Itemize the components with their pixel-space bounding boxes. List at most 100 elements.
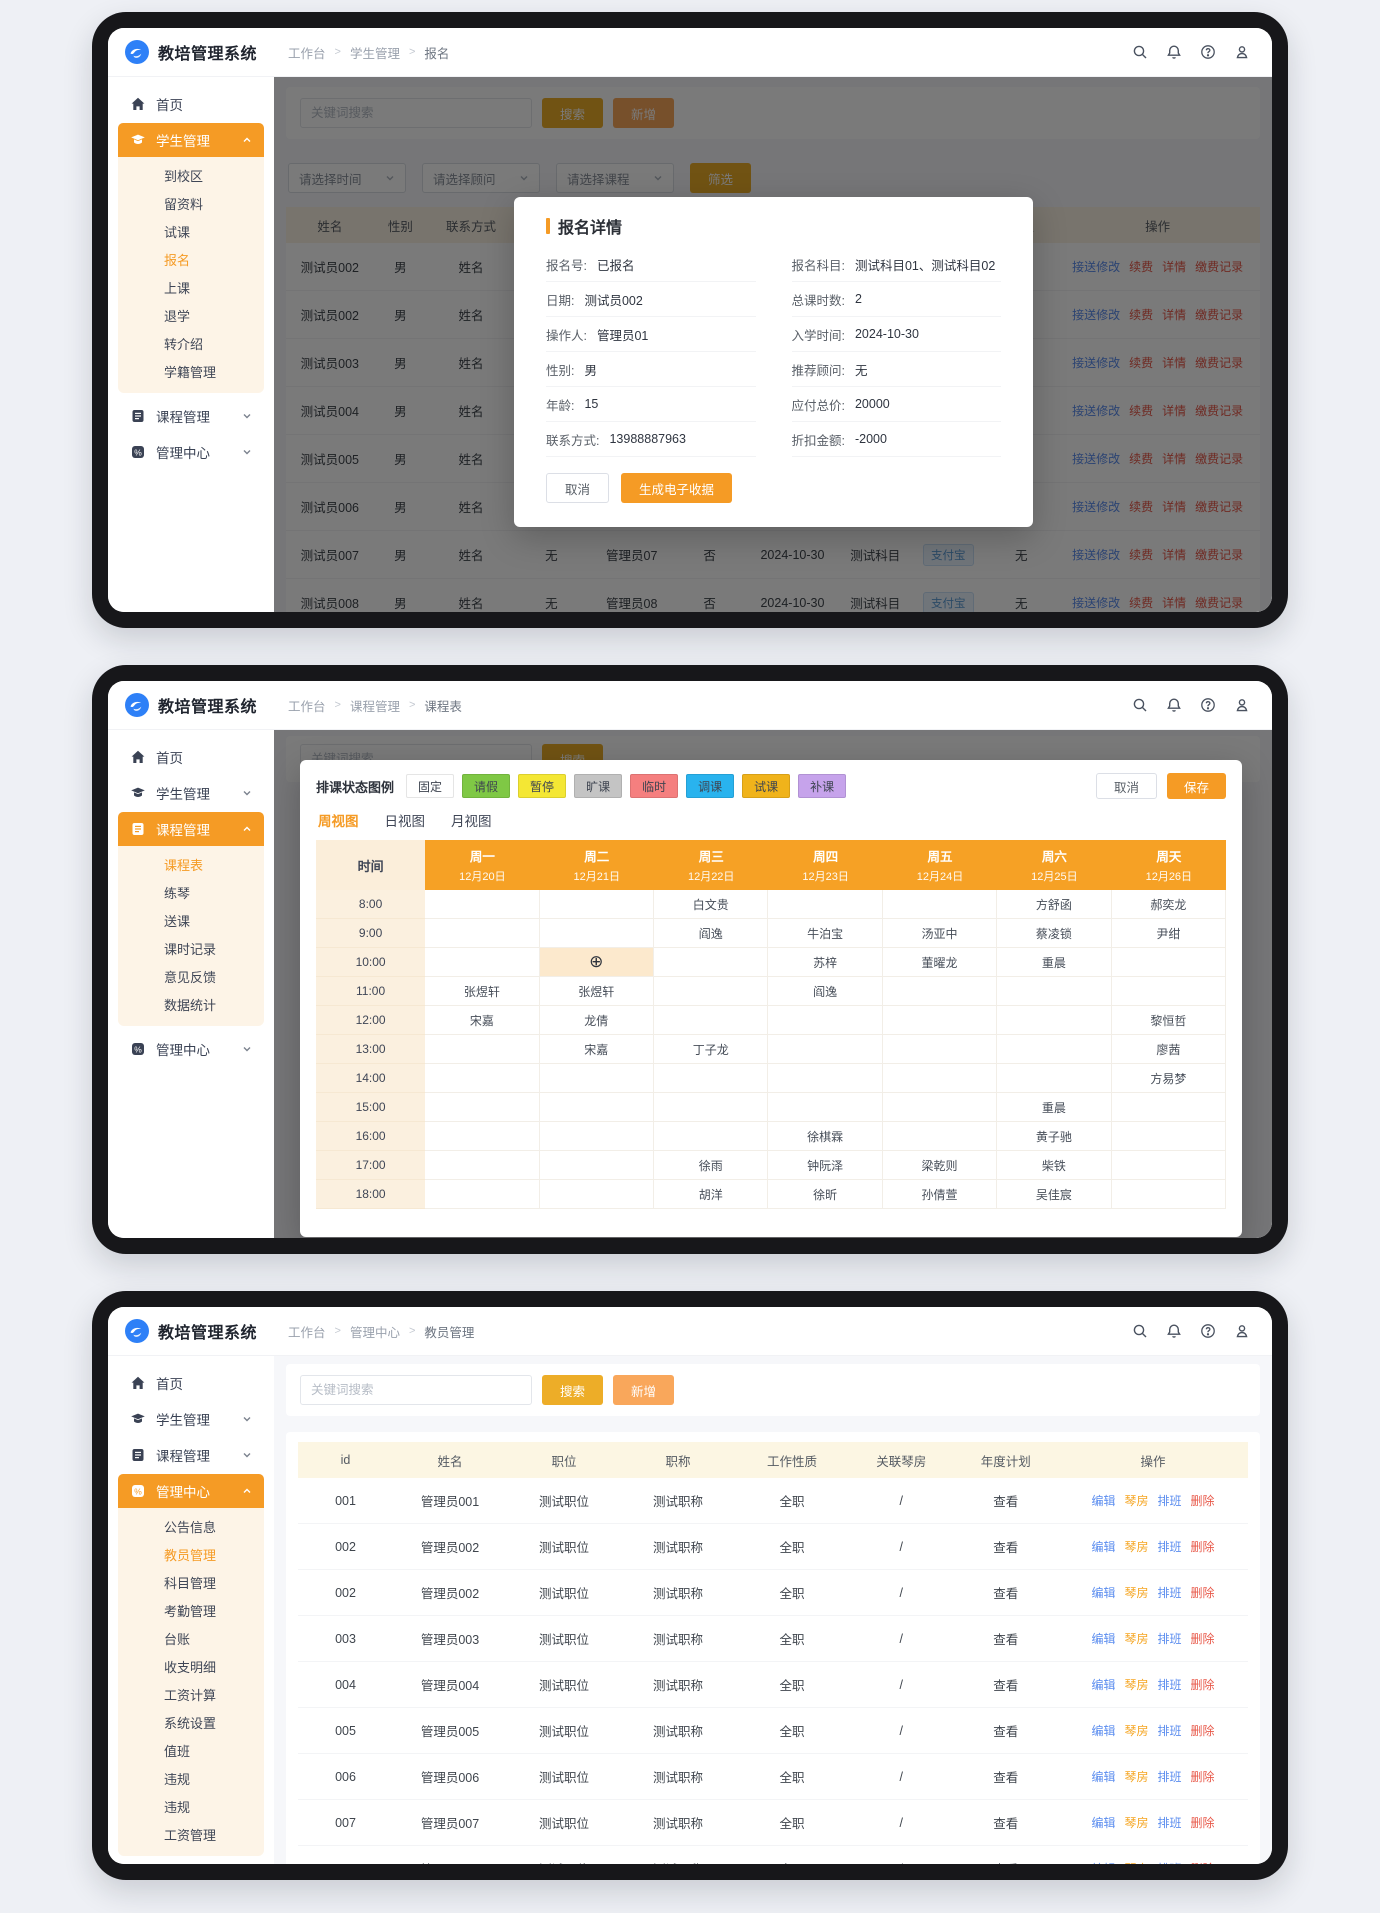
breadcrumb-item[interactable]: 管理中心: [349, 1325, 400, 1340]
schedule-cell[interactable]: [425, 948, 540, 977]
action-piano-room[interactable]: 琴房: [1124, 1632, 1149, 1646]
action-edit[interactable]: 编辑: [1091, 1586, 1116, 1600]
action-piano-room[interactable]: 琴房: [1124, 1860, 1148, 1864]
schedule-cell[interactable]: [882, 890, 998, 919]
cell-plan-link[interactable]: 查看: [993, 1541, 1019, 1555]
schedule-cell[interactable]: [425, 1035, 540, 1064]
schedule-cell[interactable]: [1111, 977, 1227, 1006]
action-shift[interactable]: 排班: [1157, 1770, 1182, 1784]
schedule-cell[interactable]: [425, 890, 540, 919]
help-icon[interactable]: [1200, 44, 1216, 60]
sidebar-subitem[interactable]: 课程表: [164, 858, 204, 873]
schedule-cell[interactable]: [654, 1093, 769, 1122]
sidebar-item-course[interactable]: 课程管理: [118, 399, 264, 433]
legend-chip[interactable]: 调课: [686, 774, 735, 798]
schedule-cell[interactable]: 徐雨: [654, 1151, 769, 1180]
action-shift[interactable]: 排班: [1157, 1632, 1182, 1646]
action-piano-room[interactable]: 琴房: [1124, 1678, 1149, 1692]
sidebar-subitem[interactable]: 意见反馈: [164, 970, 217, 985]
schedule-cell[interactable]: 丁子龙: [654, 1035, 769, 1064]
schedule-cell[interactable]: [654, 977, 769, 1006]
schedule-cell[interactable]: 吴佳宸: [997, 1180, 1112, 1209]
sidebar-subitem[interactable]: 工资计算: [164, 1688, 217, 1703]
schedule-cell[interactable]: 黎恒哲: [1111, 1006, 1227, 1035]
schedule-cell[interactable]: 阎逸: [654, 919, 769, 948]
action-edit[interactable]: 编辑: [1091, 1770, 1116, 1784]
user-icon[interactable]: [1234, 44, 1250, 60]
action-shift[interactable]: 排班: [1157, 1724, 1182, 1738]
schedule-cell[interactable]: 苏梓: [768, 948, 883, 977]
action-delete[interactable]: 删除: [1190, 1540, 1215, 1554]
action-delete[interactable]: 删除: [1190, 1586, 1215, 1600]
sidebar-item-course[interactable]: 课程管理: [118, 1438, 264, 1472]
sidebar-subitem[interactable]: 台账: [164, 1632, 191, 1647]
schedule-cell[interactable]: [882, 1122, 998, 1151]
action-delete[interactable]: 删除: [1191, 1860, 1215, 1864]
action-delete[interactable]: 删除: [1190, 1724, 1215, 1738]
legend-chip[interactable]: 旷课: [574, 774, 623, 798]
schedule-cell[interactable]: [654, 948, 769, 977]
action-shift[interactable]: 排班: [1157, 1678, 1182, 1692]
sidebar-item-home[interactable]: 首页: [118, 740, 264, 774]
action-delete[interactable]: 删除: [1190, 1632, 1215, 1646]
generate-receipt-button[interactable]: 生成电子收据: [621, 473, 733, 503]
schedule-cell[interactable]: 廖茜: [1111, 1035, 1227, 1064]
schedule-cell[interactable]: 柴铁: [997, 1151, 1112, 1180]
sidebar-item-student[interactable]: 学生管理: [118, 776, 264, 810]
sidebar-subitem[interactable]: 教员管理: [164, 1548, 217, 1563]
user-icon[interactable]: [1234, 1323, 1250, 1339]
schedule-cell[interactable]: 徐昕: [768, 1180, 883, 1209]
user-icon[interactable]: [1234, 697, 1250, 713]
cell-plan-link[interactable]: 查看: [954, 1859, 1059, 1864]
schedule-cell[interactable]: 汤亚中: [882, 919, 998, 948]
schedule-cell[interactable]: [997, 977, 1112, 1006]
action-edit[interactable]: 编辑: [1091, 1540, 1116, 1554]
legend-chip[interactable]: 试课: [742, 774, 791, 798]
bell-icon[interactable]: [1166, 697, 1182, 713]
tab-week-view[interactable]: 周视图: [318, 814, 359, 829]
schedule-cell[interactable]: 阎逸: [768, 977, 883, 1006]
sidebar-subitem[interactable]: 试课: [164, 225, 191, 240]
schedule-cell[interactable]: [768, 1064, 883, 1093]
schedule-cell[interactable]: [425, 1122, 540, 1151]
schedule-cell[interactable]: 方易梦: [1111, 1064, 1227, 1093]
search-icon[interactable]: [1132, 44, 1148, 60]
cell-plan-link[interactable]: 查看: [993, 1587, 1019, 1601]
sidebar-item-admin[interactable]: % 管理中心: [118, 1474, 264, 1508]
schedule-cell[interactable]: 董曜龙: [882, 948, 998, 977]
breadcrumb-item[interactable]: 工作台: [288, 46, 326, 61]
schedule-cell[interactable]: [539, 1122, 654, 1151]
breadcrumb-item[interactable]: 课程管理: [349, 699, 400, 714]
schedule-cell[interactable]: [539, 1064, 654, 1093]
action-shift[interactable]: 排班: [1157, 1586, 1182, 1600]
action-piano-room[interactable]: 琴房: [1124, 1770, 1149, 1784]
sidebar-subitem[interactable]: 报名: [164, 253, 191, 268]
cell-plan-link[interactable]: 查看: [993, 1679, 1019, 1693]
schedule-cell[interactable]: 牛泊宝: [768, 919, 883, 948]
action-piano-room[interactable]: 琴房: [1124, 1724, 1149, 1738]
action-edit[interactable]: 编辑: [1091, 1678, 1116, 1692]
sidebar-subitem[interactable]: 课时记录: [164, 942, 217, 957]
schedule-cell[interactable]: [882, 1035, 998, 1064]
sidebar-subitem[interactable]: 考勤管理: [164, 1604, 217, 1619]
legend-chip[interactable]: 请假: [462, 774, 511, 798]
schedule-cell[interactable]: [882, 1093, 998, 1122]
sidebar-subitem[interactable]: 退学: [164, 309, 191, 324]
search-input[interactable]: [300, 1375, 532, 1405]
breadcrumb-item[interactable]: 学生管理: [349, 46, 400, 61]
action-delete[interactable]: 删除: [1190, 1678, 1215, 1692]
sidebar-subitem[interactable]: 公告信息: [164, 1520, 217, 1535]
sidebar-item-home[interactable]: 首页: [118, 1366, 264, 1400]
search-button[interactable]: 搜索: [542, 1375, 604, 1405]
sidebar-subitem[interactable]: 数据统计: [164, 998, 217, 1013]
schedule-cell[interactable]: [425, 1064, 540, 1093]
schedule-cell[interactable]: [882, 1064, 998, 1093]
sidebar-subitem[interactable]: 科目管理: [164, 1576, 217, 1591]
action-edit[interactable]: 编辑: [1091, 1816, 1116, 1830]
legend-chip[interactable]: 固定: [406, 774, 455, 798]
schedule-cell[interactable]: [997, 1064, 1112, 1093]
action-edit[interactable]: 编辑: [1091, 1494, 1116, 1508]
tab-month-view[interactable]: 月视图: [451, 814, 492, 829]
sidebar-subitem[interactable]: 学籍管理: [164, 365, 217, 380]
legend-chip[interactable]: 临时: [630, 774, 679, 798]
